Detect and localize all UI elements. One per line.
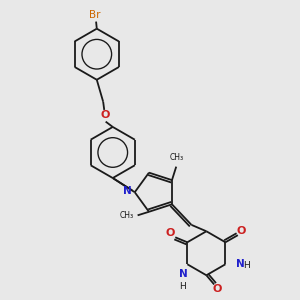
Text: Br: Br (89, 10, 101, 20)
Text: CH₃: CH₃ (169, 153, 183, 162)
Text: H: H (179, 282, 186, 291)
Text: CH₃: CH₃ (120, 211, 134, 220)
Text: H: H (243, 261, 250, 270)
Text: O: O (236, 226, 246, 236)
Text: N: N (236, 259, 244, 269)
Text: N: N (123, 186, 132, 196)
Text: O: O (100, 110, 110, 120)
Text: O: O (213, 284, 222, 295)
Text: N: N (179, 269, 188, 279)
Text: O: O (166, 228, 175, 238)
